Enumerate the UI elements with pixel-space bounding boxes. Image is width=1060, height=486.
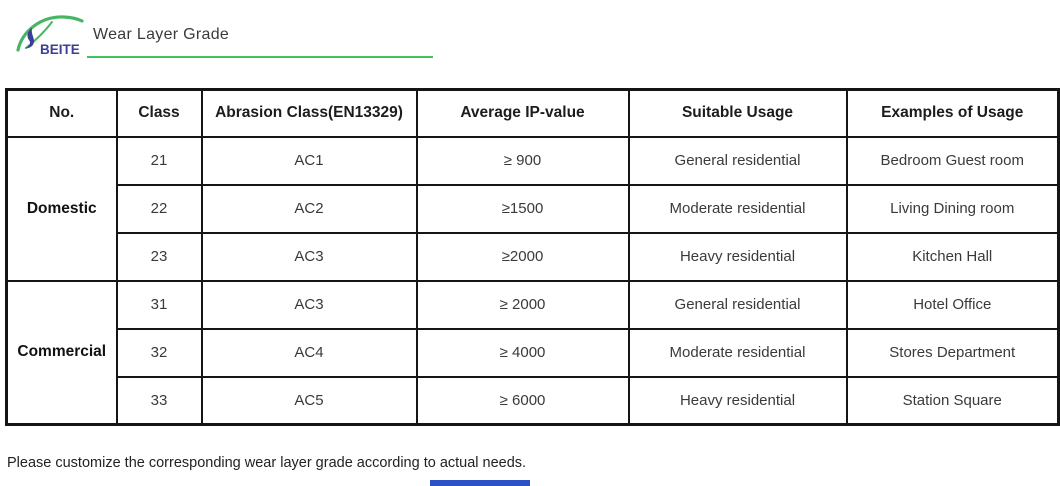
- cell-abrasion: AC3: [200, 279, 418, 330]
- customize-note: Please customize the corresponding wear …: [7, 455, 527, 471]
- brand-logo: BEITE: [12, 10, 94, 62]
- cell-ip-value: ≥ 2000: [415, 279, 630, 330]
- cell-abrasion: AC4: [200, 327, 418, 378]
- col-header-abrasion-class: Abrasion Class(EN13329): [200, 88, 418, 138]
- group-cell-commercial: Commercial: [5, 279, 118, 426]
- cell-ip-value: ≥ 4000: [415, 327, 630, 378]
- cell-ip-value: ≥ 6000: [415, 375, 630, 426]
- cell-examples: Living Dining room: [845, 183, 1060, 234]
- cell-examples: Kitchen Hall: [845, 231, 1060, 282]
- header-row: No. Class Abrasion Class(EN13329) Averag…: [5, 88, 1060, 138]
- cell-suitable-usage: Heavy residential: [627, 231, 848, 282]
- cell-suitable-usage: Moderate residential: [627, 327, 848, 378]
- cell-examples: Stores Department: [845, 327, 1060, 378]
- bottom-accent-bar: [430, 480, 530, 486]
- cell-suitable-usage: Moderate residential: [627, 183, 848, 234]
- col-header-suitable-usage: Suitable Usage: [627, 88, 848, 138]
- title-underline: [87, 56, 433, 58]
- table-row: Domestic 21 AC1 ≥ 900 General residentia…: [5, 135, 1060, 282]
- cell-examples: Bedroom Guest room: [845, 135, 1060, 186]
- cell-class: 32: [115, 327, 203, 378]
- brand-swoosh-icon: BEITE: [16, 15, 84, 57]
- table-row: 32 AC4 ≥ 4000 Moderate residential Store…: [7, 327, 1060, 378]
- cell-abrasion: AC2: [200, 183, 418, 234]
- group-cell-domestic: Domestic: [5, 135, 118, 282]
- table-row: Commercial 31 AC3 ≥ 2000 General residen…: [5, 279, 1060, 426]
- table-row: 33 AC5 ≥ 6000 Heavy residential Station …: [7, 375, 1060, 426]
- cell-examples: Hotel Office: [845, 279, 1060, 330]
- cell-abrasion: AC5: [200, 375, 418, 426]
- brand-logo-text: BEITE: [40, 42, 80, 57]
- page-title: Wear Layer Grade: [93, 26, 230, 43]
- cell-abrasion: AC3: [200, 231, 418, 282]
- cell-suitable-usage: Heavy residential: [627, 375, 848, 426]
- cell-class: 33: [115, 375, 203, 426]
- cell-class: 21: [115, 135, 203, 186]
- cell-examples: Station Square: [845, 375, 1060, 426]
- cell-ip-value: ≥2000: [415, 231, 630, 282]
- table-row: 22 AC2 ≥1500 Moderate residential Living…: [7, 183, 1060, 234]
- cell-class: 31: [115, 279, 203, 330]
- wear-layer-table-wrap: No. Class Abrasion Class(EN13329) Averag…: [5, 88, 1060, 426]
- col-header-ip-value: Average IP-value: [415, 88, 630, 138]
- cell-class: 23: [115, 231, 203, 282]
- col-header-class: Class: [115, 88, 203, 138]
- col-header-no: No.: [5, 88, 118, 138]
- col-header-examples: Examples of Usage: [845, 88, 1060, 138]
- cell-abrasion: AC1: [200, 135, 418, 186]
- cell-suitable-usage: General residential: [627, 279, 848, 330]
- cell-class: 22: [115, 183, 203, 234]
- table-row: 23 AC3 ≥2000 Heavy residential Kitchen H…: [7, 231, 1060, 282]
- wear-layer-table: No. Class Abrasion Class(EN13329) Averag…: [5, 88, 1060, 426]
- cell-ip-value: ≥1500: [415, 183, 630, 234]
- cell-ip-value: ≥ 900: [415, 135, 630, 186]
- cell-suitable-usage: General residential: [627, 135, 848, 186]
